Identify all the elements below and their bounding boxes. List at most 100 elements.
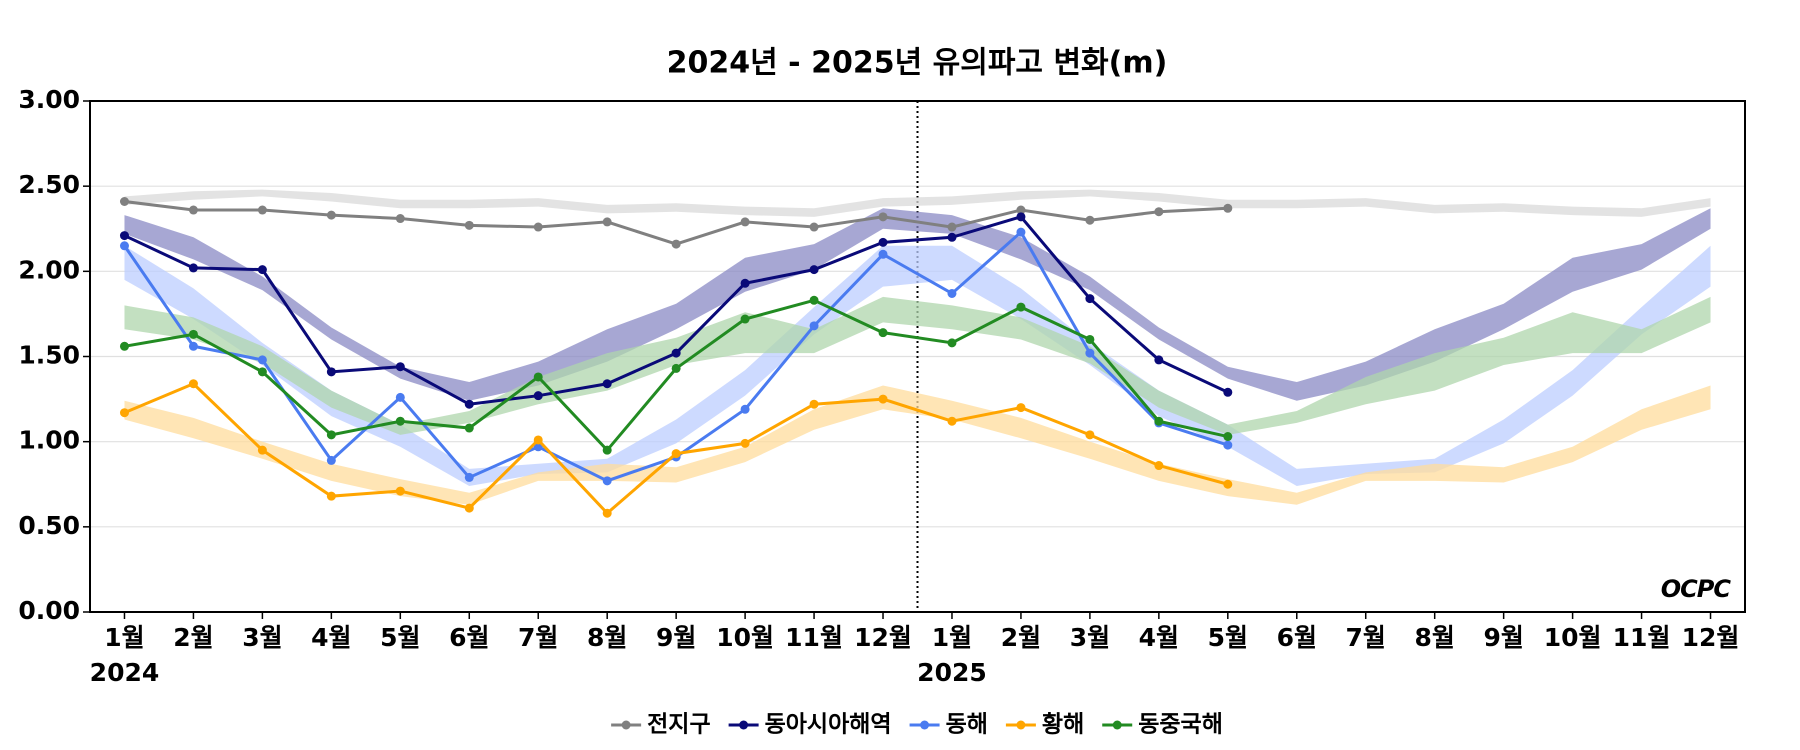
point — [395, 214, 405, 224]
point — [1154, 207, 1164, 217]
point — [1085, 348, 1095, 358]
point — [602, 217, 612, 227]
legend-item: 동중국해 — [1102, 712, 1223, 738]
legend-marker — [920, 720, 930, 730]
point — [1223, 479, 1233, 489]
point — [878, 237, 888, 247]
point — [326, 367, 336, 377]
point — [119, 341, 129, 351]
point — [947, 416, 957, 426]
legend-marker — [621, 720, 631, 730]
point — [671, 449, 681, 459]
x-tick-label: 9월 — [656, 623, 696, 652]
point — [1085, 430, 1095, 440]
point — [1016, 205, 1026, 215]
x-tick-label: 5월 — [380, 623, 420, 652]
point — [533, 372, 543, 382]
range-band — [124, 296, 1711, 435]
point — [1016, 212, 1026, 222]
point — [257, 265, 267, 275]
point — [119, 196, 129, 206]
point — [533, 222, 543, 232]
point — [1154, 461, 1164, 471]
point — [395, 392, 405, 402]
point — [1223, 432, 1233, 442]
x-tick-label: 5월 — [1208, 623, 1248, 652]
x-tick-label: 3월 — [1070, 623, 1110, 652]
point — [464, 220, 474, 230]
legend-label: 동아시아해역 — [765, 712, 892, 738]
point — [878, 212, 888, 222]
point — [602, 476, 612, 486]
point — [1223, 440, 1233, 450]
point — [1085, 334, 1095, 344]
legend-marker — [1016, 720, 1026, 730]
point — [947, 232, 957, 242]
y-tick-label: 0.00 — [18, 596, 80, 625]
y-tick-label: 1.00 — [18, 426, 80, 455]
x-tick-label: 9월 — [1483, 623, 1523, 652]
range-band — [124, 189, 1711, 217]
point — [1016, 302, 1026, 312]
point — [119, 408, 129, 418]
x-tick-label: 2월 — [1001, 623, 1041, 652]
point — [809, 295, 819, 305]
point — [326, 430, 336, 440]
y-tick-label: 2.00 — [18, 255, 80, 284]
x-tick-label: 12월 — [1682, 623, 1740, 652]
point — [947, 288, 957, 298]
point — [326, 491, 336, 501]
point — [1085, 215, 1095, 225]
legend-label: 동해 — [946, 712, 988, 738]
point — [878, 394, 888, 404]
point — [1223, 203, 1233, 213]
point — [464, 423, 474, 433]
x-tick-label: 7월 — [518, 623, 558, 652]
point — [464, 472, 474, 482]
point — [188, 329, 198, 339]
x-tick-label: 11월 — [785, 623, 843, 652]
point — [119, 241, 129, 251]
point — [395, 362, 405, 372]
year-label: 2025 — [917, 658, 987, 687]
x-tick-label: 12월 — [854, 623, 912, 652]
legend-item: 전지구 — [611, 712, 711, 738]
point — [188, 263, 198, 273]
point — [464, 399, 474, 409]
y-tick-label: 0.50 — [18, 511, 80, 540]
point — [809, 265, 819, 275]
point — [809, 222, 819, 232]
point — [740, 314, 750, 324]
point — [257, 445, 267, 455]
x-tick-label: 1월 — [932, 623, 972, 652]
legend-item: 동아시아해역 — [728, 712, 892, 738]
point — [740, 217, 750, 227]
point — [602, 445, 612, 455]
x-tick-label: 4월 — [1139, 623, 1179, 652]
point — [740, 278, 750, 288]
point — [809, 321, 819, 331]
x-tick-label: 8월 — [587, 623, 627, 652]
legend: 전지구 동아시아해역 동해 황해 동중국해 — [611, 712, 1223, 738]
point — [395, 416, 405, 426]
legend-label: 동중국해 — [1138, 712, 1223, 738]
x-tick-label: 1월 — [104, 623, 144, 652]
legend-item: 황해 — [1005, 712, 1084, 738]
point — [1154, 355, 1164, 365]
point — [947, 338, 957, 348]
point — [602, 379, 612, 389]
logo: OCPC — [1661, 575, 1732, 603]
legend-marker — [739, 720, 749, 730]
point — [395, 486, 405, 496]
point — [188, 341, 198, 351]
point — [740, 404, 750, 414]
point — [188, 379, 198, 389]
point — [1154, 416, 1164, 426]
point — [326, 455, 336, 465]
point — [1016, 403, 1026, 413]
x-tick-label: 8월 — [1414, 623, 1454, 652]
point — [533, 391, 543, 401]
point — [1085, 294, 1095, 304]
point — [1223, 387, 1233, 397]
